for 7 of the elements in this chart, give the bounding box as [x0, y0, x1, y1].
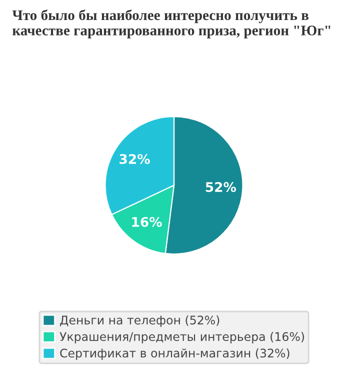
data-label: 16% — [132, 216, 162, 227]
legend-label: Деньги на телефон (52%) — [60, 315, 220, 327]
data-label: 52% — [206, 182, 236, 192]
chart-title: Что было бы наиболее интересно получить в качестве гарантированного приза, регион "Юг" — [12, 10, 330, 38]
data-label: 32% — [120, 154, 150, 164]
legend-label: Украшения/предметы интерьера (16%) — [60, 332, 304, 344]
legend-label: Сертификат в онлайн-магазин (32%) — [60, 348, 290, 360]
